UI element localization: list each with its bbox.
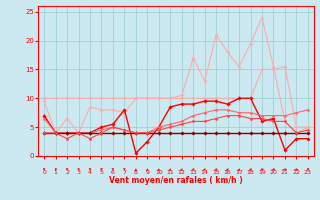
X-axis label: Vent moyen/en rafales ( km/h ): Vent moyen/en rafales ( km/h ) xyxy=(109,176,243,185)
